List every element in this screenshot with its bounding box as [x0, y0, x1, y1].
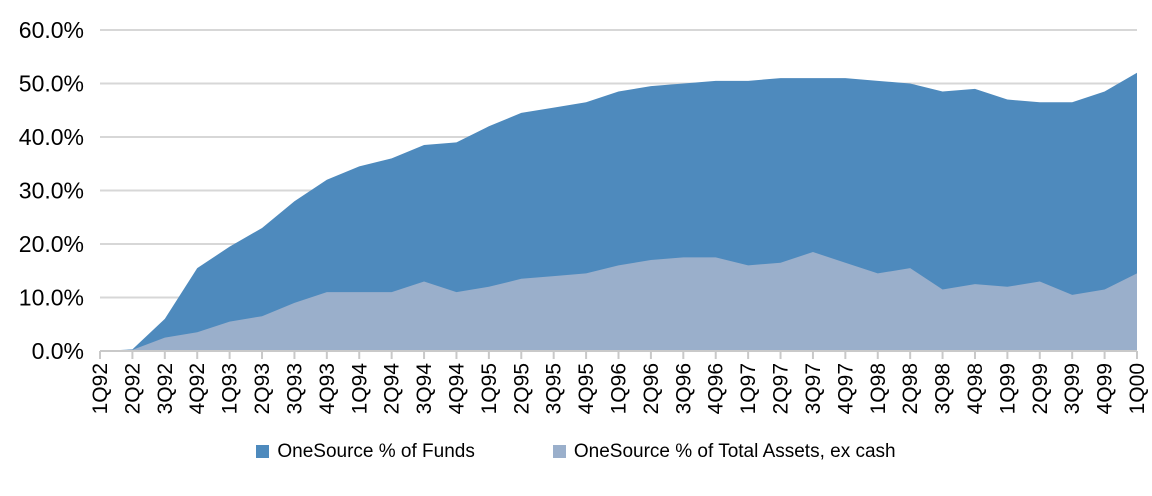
x-axis-label: 1Q00: [1126, 363, 1149, 414]
x-axis-label: 2Q98: [899, 363, 922, 414]
legend-item-assets: OneSource % of Total Assets, ex cash: [552, 441, 896, 462]
y-axis-label: 40.0%: [19, 124, 84, 150]
x-axis-label: 4Q92: [186, 363, 209, 414]
x-axis-label: 2Q99: [1029, 363, 1052, 414]
x-axis-label: 2Q95: [510, 363, 533, 414]
y-axis-label: 50.0%: [19, 71, 84, 97]
x-axis-label: 3Q99: [1061, 363, 1084, 414]
x-axis-label: 3Q98: [932, 363, 955, 414]
x-axis-label: 4Q97: [834, 363, 857, 414]
x-axis-label: 4Q95: [575, 363, 598, 414]
x-axis-label: 2Q96: [640, 363, 663, 414]
x-axis-label: 3Q93: [283, 363, 306, 414]
x-axis-label: 1Q94: [348, 363, 371, 415]
x-axis-label: 1Q95: [478, 363, 501, 414]
x-axis-label: 2Q92: [121, 363, 144, 414]
x-axis-label: 3Q97: [802, 363, 825, 414]
x-axis-label: 1Q97: [737, 363, 760, 414]
y-axis-label: 0.0%: [32, 338, 84, 364]
x-axis-label: 3Q95: [543, 363, 566, 414]
x-axis-label: 4Q99: [1094, 363, 1117, 414]
area-assets: [100, 252, 1137, 351]
x-axis-label: 1Q98: [867, 363, 890, 414]
x-axis-label: 3Q92: [154, 363, 177, 414]
legend-swatch-funds-icon: [256, 445, 270, 458]
x-axis-label: 1Q96: [608, 363, 631, 414]
x-axis-label: 4Q94: [445, 363, 468, 415]
x-axis-label: 1Q99: [996, 363, 1019, 414]
x-axis-label: 1Q92: [89, 363, 112, 414]
x-axis-label: 4Q96: [705, 363, 728, 414]
x-axis-label: 2Q97: [770, 363, 793, 414]
legend: OneSource % of Funds OneSource % of Tota…: [0, 442, 1152, 461]
legend-label-assets: OneSource % of Total Assets, ex cash: [573, 441, 896, 462]
legend-swatch-assets-icon: [552, 445, 566, 458]
x-axis-label: 4Q98: [964, 363, 987, 414]
legend-label-funds: OneSource % of Funds: [277, 441, 475, 462]
x-axis-label: 2Q93: [251, 363, 274, 414]
y-axis-label: 10.0%: [19, 285, 84, 311]
chart-canvas: 0.0% 10.0% 20.0% 30.0% 40.0% 50.0% 60.0% 1Q92 2Q…: [19, 17, 1149, 415]
y-axis-label: 20.0%: [19, 231, 84, 257]
x-axis-label: 4Q93: [316, 363, 339, 414]
x-axis-label: 3Q94: [413, 363, 436, 415]
y-axis-label: 60.0%: [19, 17, 84, 43]
x-axis-label: 1Q93: [219, 363, 242, 414]
x-axis-label: 2Q94: [381, 363, 404, 415]
y-axis-label: 30.0%: [19, 178, 84, 204]
x-axis-label: 3Q96: [672, 363, 695, 414]
legend-item-funds: OneSource % of Funds: [256, 442, 475, 461]
